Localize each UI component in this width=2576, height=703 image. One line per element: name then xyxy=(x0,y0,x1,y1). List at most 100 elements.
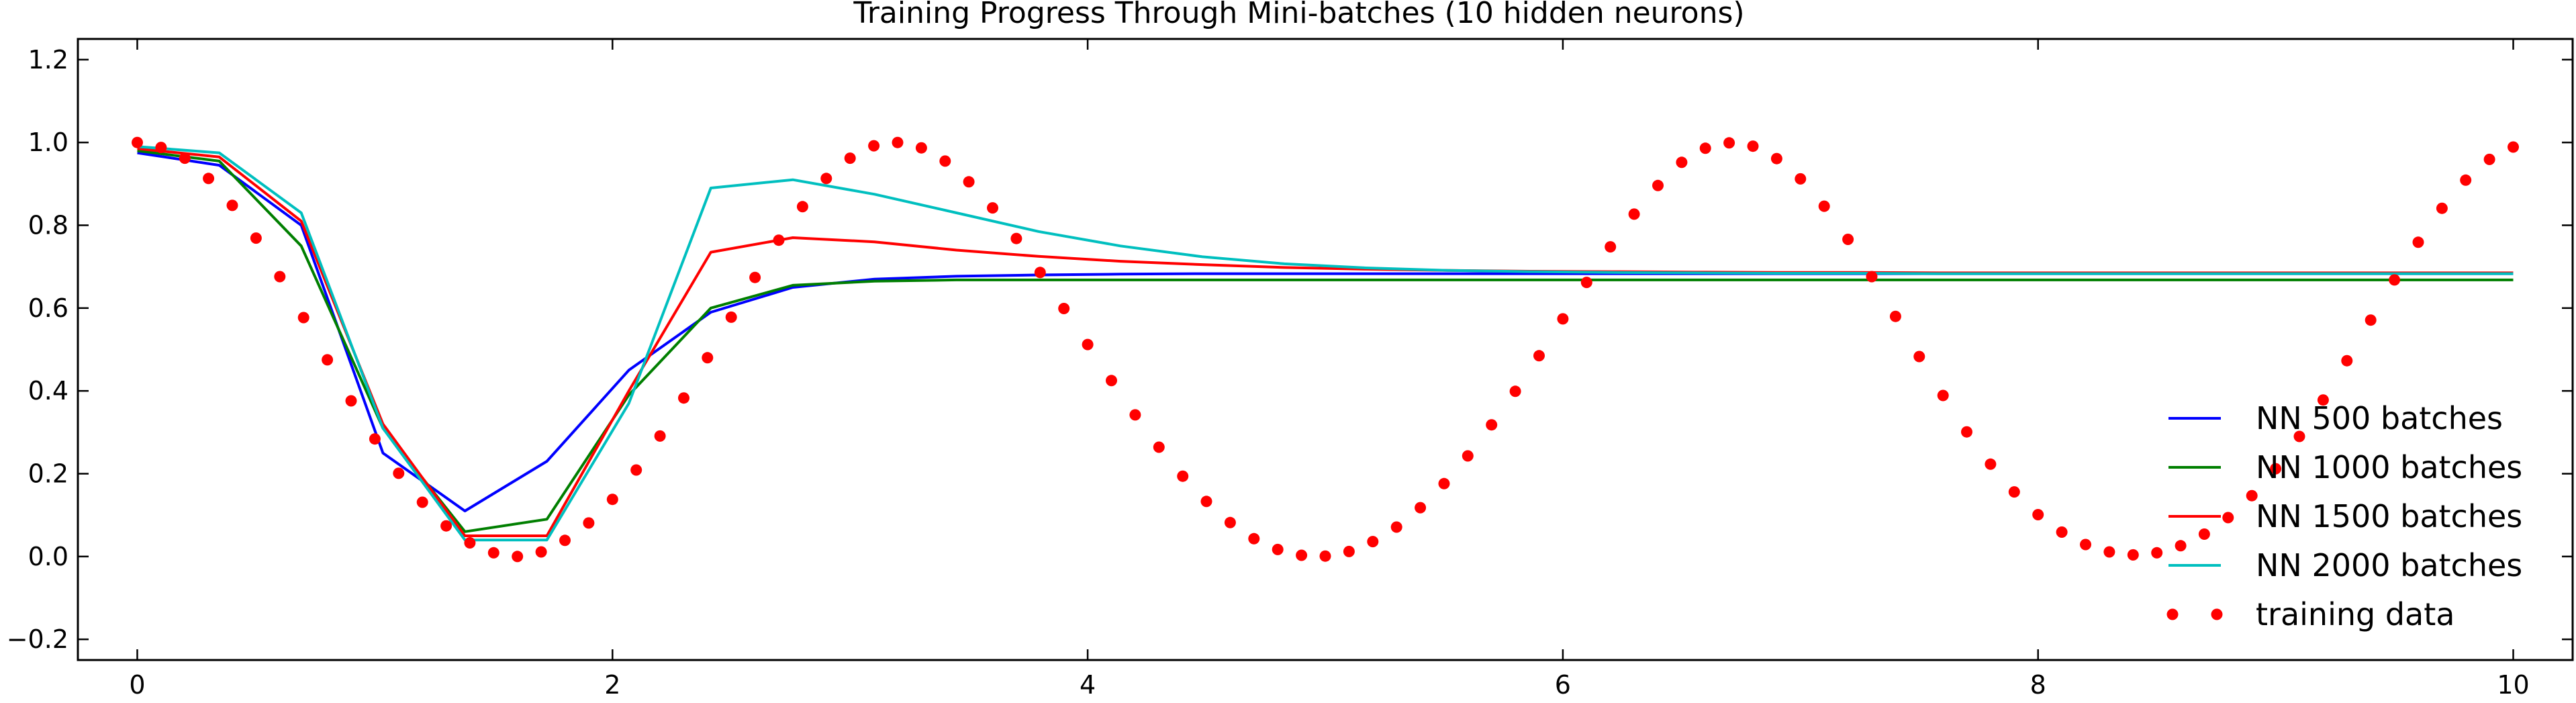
training-data-point xyxy=(1676,156,1688,169)
training-data-point xyxy=(1557,313,1569,325)
training-data-point xyxy=(1058,303,1070,314)
training-data-point xyxy=(1200,496,1212,508)
training-data-point xyxy=(179,152,191,165)
x-tick-label: 6 xyxy=(1555,670,1571,700)
y-tick-label: 0.8 xyxy=(28,211,68,240)
training-data-point xyxy=(1652,179,1664,191)
series-line-2 xyxy=(137,149,2514,533)
training-data-point xyxy=(1747,140,1759,152)
training-data-point xyxy=(939,155,951,167)
training-data-point xyxy=(155,142,167,154)
training-data-point xyxy=(606,494,618,506)
training-data-point xyxy=(1415,502,1427,514)
training-data-point xyxy=(1010,232,1022,244)
legend: NN 500 batches NN 1000 batches NN 1500 bat… xyxy=(2166,400,2522,632)
training-data-point xyxy=(345,395,357,407)
training-data-point xyxy=(1913,350,1925,363)
training-data-point xyxy=(2008,486,2020,498)
training-data-point xyxy=(2032,509,2044,520)
training-data-point xyxy=(1889,310,1901,322)
training-data-point xyxy=(2389,274,2401,286)
legend-dot-swatch xyxy=(2211,608,2223,620)
training-data-point xyxy=(535,546,547,558)
training-data-point xyxy=(440,520,452,532)
training-data-point xyxy=(2246,489,2258,502)
training-data-point xyxy=(844,152,856,165)
training-data-point xyxy=(2175,540,2187,552)
training-data-point xyxy=(203,173,215,185)
training-data-point xyxy=(2222,512,2234,524)
training-data-point xyxy=(796,201,808,213)
training-data-point xyxy=(1509,385,1521,397)
training-data-point xyxy=(1842,234,1854,245)
training-data-point xyxy=(1770,152,1782,165)
x-tick-label: 4 xyxy=(1080,670,1096,700)
training-data-point xyxy=(2080,538,2091,551)
y-tick-label: 0.6 xyxy=(28,293,68,323)
training-data-point xyxy=(559,534,571,547)
training-data-point xyxy=(2151,547,2163,559)
training-data-point xyxy=(512,551,524,563)
training-data-point xyxy=(369,433,381,445)
legend-label: training data xyxy=(2256,596,2454,632)
training-data-point xyxy=(132,136,143,148)
training-data-point xyxy=(1580,277,1592,289)
chart-title: Training Progress Through Mini-batches (… xyxy=(853,0,1744,30)
x-tick-label: 8 xyxy=(2030,670,2046,700)
training-data-point xyxy=(1605,241,1617,253)
x-tick-label: 10 xyxy=(2497,670,2529,700)
training-data-point xyxy=(583,517,595,529)
training-data-point xyxy=(2508,141,2519,153)
training-data-point xyxy=(2483,153,2495,165)
training-data-point xyxy=(915,142,927,154)
plot-background xyxy=(78,39,2573,660)
y-tick-label: −0.2 xyxy=(7,624,68,654)
training-data-point xyxy=(2293,430,2305,442)
training-data-point xyxy=(2460,174,2472,186)
x-tick-label: 2 xyxy=(604,670,620,700)
y-tick-label: 1.0 xyxy=(28,128,68,157)
series-layer xyxy=(132,136,2519,563)
y-tick-label: 0.0 xyxy=(28,542,68,571)
training-data-point xyxy=(274,271,286,283)
legend-label: NN 1500 batches xyxy=(2256,498,2522,534)
training-data-point xyxy=(1034,267,1046,279)
training-data-point xyxy=(987,202,998,214)
training-data-point xyxy=(2412,236,2424,248)
training-data-point xyxy=(2365,314,2377,326)
training-data-point xyxy=(1937,389,1949,402)
training-data-point xyxy=(322,354,334,366)
training-data-point xyxy=(1129,409,1141,421)
training-data-point xyxy=(868,140,880,152)
training-data-point xyxy=(1699,142,1711,154)
training-data-point xyxy=(393,467,405,479)
training-data-point xyxy=(1319,550,1331,562)
training-data-point xyxy=(2270,463,2282,475)
training-data-point xyxy=(2436,202,2448,214)
y-tick-label: 0.2 xyxy=(28,459,68,489)
training-data-point xyxy=(1723,137,1735,149)
training-data-point xyxy=(2127,549,2139,561)
x-tick-label: 0 xyxy=(129,670,145,700)
training-data-point xyxy=(1272,543,1284,555)
training-data-point xyxy=(1462,450,1474,462)
y-tick-label: 1.2 xyxy=(28,45,68,75)
training-data-point xyxy=(416,496,428,508)
training-data-point xyxy=(654,430,666,442)
training-data-point xyxy=(1795,173,1807,185)
training-data-point xyxy=(1296,549,1308,561)
training-data-point xyxy=(487,547,499,559)
plot-area xyxy=(78,39,2573,660)
training-data-point xyxy=(1866,271,1878,283)
training-data-point xyxy=(250,232,262,244)
training-data-point xyxy=(1390,521,1402,533)
training-data-point xyxy=(1106,375,1117,387)
training-data-point xyxy=(2341,355,2353,367)
training-data-point xyxy=(1367,536,1379,548)
axes-frame: 0 2 4 6 8 10 −0.2 0.0 0.2 0.4 0.6 0.8 1.0 1.2 xyxy=(7,38,2574,700)
training-data-point xyxy=(773,234,785,246)
training-data-point xyxy=(1818,200,1830,212)
training-data-point xyxy=(749,271,761,283)
legend-label: NN 2000 batches xyxy=(2256,547,2522,583)
